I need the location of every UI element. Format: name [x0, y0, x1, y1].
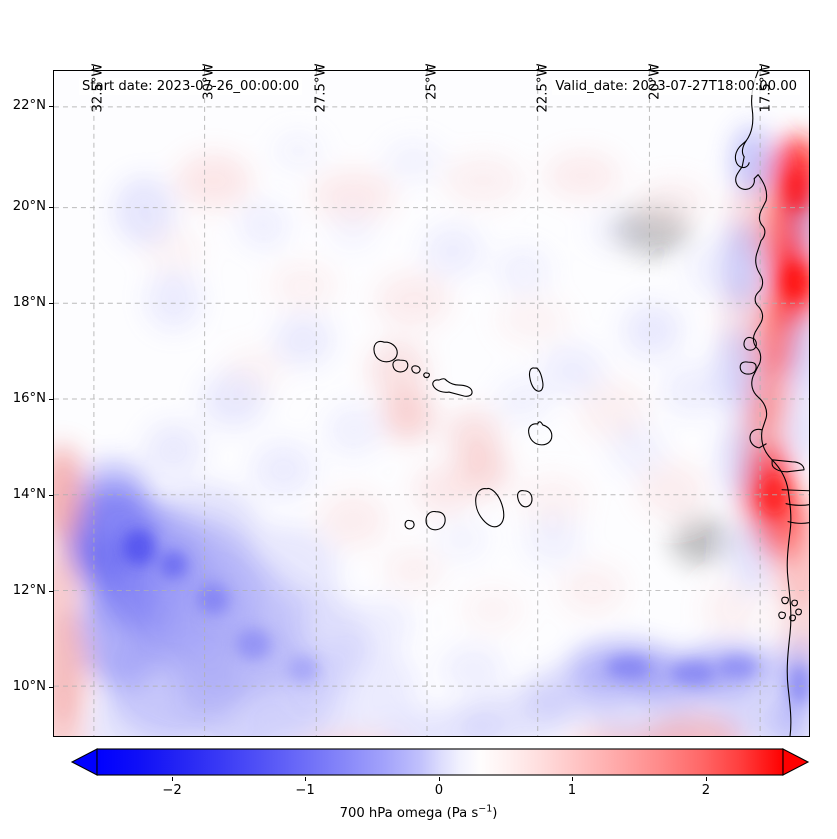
ytick-mark-5	[49, 591, 53, 592]
colorbar-axis-label: 700 hPa omega (Pa s−1)	[0, 803, 837, 821]
ytick-mark-2	[49, 303, 53, 304]
ytick-mark-0	[49, 106, 53, 107]
xtick-mark-2	[316, 66, 317, 70]
xtick-label-20w: 20°W	[647, 63, 663, 100]
ytick-label-22n: 22°N	[12, 98, 46, 113]
cbtick-mark-2	[439, 777, 440, 781]
start-date-annotation: Start date: 2023-07-26_00:00:00	[79, 78, 303, 96]
map-plot-area: Start date: 2023-07-26_00:00:00 Valid_da…	[53, 70, 810, 737]
cbtick-mark-4	[706, 777, 707, 781]
cbtick-mark-1	[305, 777, 306, 781]
xtick-label-27-5w: 27.5°W	[313, 63, 329, 113]
valid-date-annotation: Valid_date: 2023-07-27T18:00:00.00	[552, 78, 800, 96]
colorbar-label-exponent: −1	[478, 803, 493, 815]
ytick-mark-1	[49, 207, 53, 208]
xtick-mark-1	[204, 66, 205, 70]
xtick-mark-5	[650, 66, 651, 70]
ytick-label-16n: 16°N	[12, 391, 46, 406]
xtick-label-32-5w: 32.5°W	[90, 63, 106, 113]
ytick-label-14n: 14°N	[12, 487, 46, 502]
ytick-mark-3	[49, 399, 53, 400]
cbtick-label-pos1: 1	[567, 783, 577, 798]
cbtick-label-pos2: 2	[701, 783, 711, 798]
cbtick-mark-3	[572, 777, 573, 781]
xtick-mark-4	[538, 66, 539, 70]
xtick-label-30w: 30°W	[201, 63, 217, 100]
xtick-mark-6	[761, 66, 762, 70]
colorbar-label-tail: )	[492, 806, 498, 821]
xtick-label-22-5w: 22.5°W	[535, 63, 551, 113]
ytick-label-12n: 12°N	[12, 583, 46, 598]
xtick-mark-0	[93, 66, 94, 70]
cbtick-label-neg1: −1	[295, 783, 315, 798]
cbtick-label-zero: 0	[434, 783, 444, 798]
cbtick-label-neg2: −2	[162, 783, 182, 798]
colorbar-label-main: 700 hPa omega (Pa s	[339, 806, 479, 821]
ytick-mark-6	[49, 687, 53, 688]
ytick-label-18n: 18°N	[12, 295, 46, 310]
cbtick-mark-0	[172, 777, 173, 781]
xtick-mark-3	[427, 66, 428, 70]
xtick-label-17-5w: 17.5°W	[758, 63, 774, 113]
xtick-label-25w: 25°W	[424, 63, 440, 100]
ytick-mark-4	[49, 495, 53, 496]
ytick-label-10n: 10°N	[12, 679, 46, 694]
ytick-label-20n: 20°N	[12, 199, 46, 214]
omega-field-raster	[54, 71, 809, 736]
